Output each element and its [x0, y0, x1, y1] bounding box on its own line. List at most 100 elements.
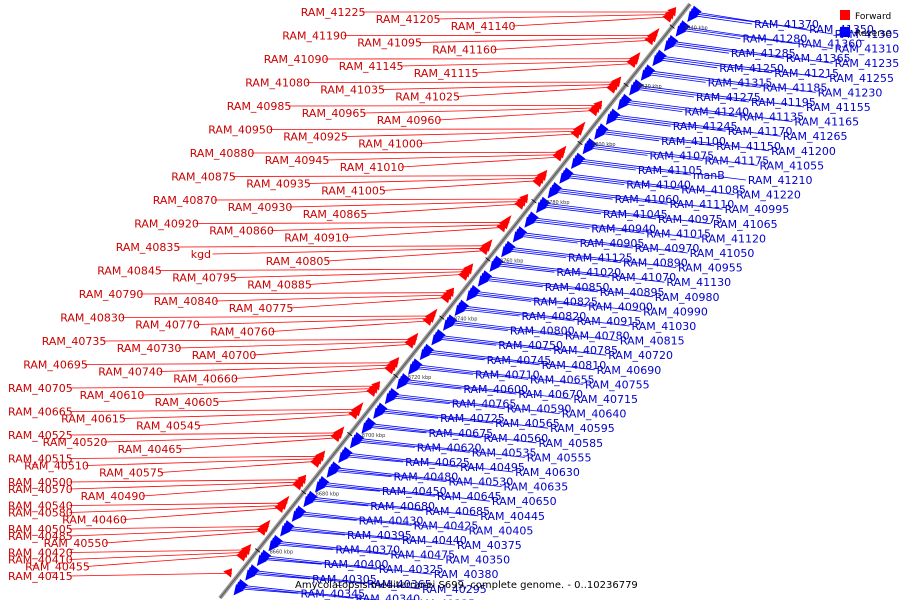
forward-gene-label: RAM_40505 [8, 523, 73, 536]
reverse-connector [504, 248, 622, 263]
forward-gene-arrow [348, 408, 359, 420]
reverse-connector [434, 336, 552, 351]
legend-reverse-label: Reverse [855, 29, 892, 39]
reverse-gene-label: RAM_41245 [673, 120, 738, 133]
reverse-gene-arrow [676, 20, 691, 36]
forward-connector [327, 250, 488, 262]
reverse-connector [447, 319, 618, 341]
reverse-connector [376, 409, 494, 424]
reverse-gene-label: RAM_41030 [632, 320, 697, 333]
reverse-connector [502, 249, 567, 258]
forward-gene-label: RAM_41025 [395, 91, 460, 104]
forward-connector [142, 484, 303, 497]
reverse-gene-label: RAM_40340 [355, 592, 420, 600]
reverse-gene-label: RAM_40750 [498, 339, 563, 352]
reverse-gene-arrow [560, 167, 574, 183]
reverse-connector [540, 202, 711, 225]
reverse-gene-label: RAM_40630 [515, 466, 580, 479]
reverse-gene-label: RAM_40940 [591, 222, 656, 235]
scale-tick-label: 8660 kbp [270, 549, 294, 555]
forward-gene-arrow [478, 245, 488, 255]
forward-connector [69, 551, 249, 560]
reverse-connector [608, 115, 726, 132]
reverse-connector [677, 29, 741, 39]
reverse-gene-label: RAM_41065 [713, 218, 778, 231]
reverse-gene-arrow [478, 270, 493, 286]
forward-gene-label: RAM_40705 [8, 382, 73, 395]
forward-gene-label: RAM_40840 [154, 295, 219, 308]
forward-gene-label: RAM_41205 [376, 13, 441, 26]
scale-tick [301, 490, 307, 495]
reverse-gene-label: RAM_40560 [483, 432, 548, 445]
forward-gene-label: RAM_40835 [116, 241, 181, 254]
forward-gene-arrow [514, 197, 526, 210]
forward-connector [179, 437, 340, 450]
forward-connector [234, 367, 395, 379]
forward-gene-label: RAM_40885 [247, 279, 312, 292]
reverse-gene-arrow [373, 402, 388, 418]
reverse-gene-label: RAM_40725 [440, 412, 505, 425]
scale-tick-label: 8840 kbp [684, 26, 708, 32]
forward-gene-label: RAM_40950 [208, 124, 273, 137]
reverse-gene-label: RAM_40690 [597, 364, 662, 377]
forward-connector [493, 39, 654, 50]
forward-connector [69, 549, 251, 553]
reverse-connector [400, 378, 572, 400]
reverse-gene-label: RAM_41050 [690, 247, 755, 260]
scale-tick [531, 199, 537, 204]
reverse-connector [283, 527, 401, 541]
reverse-connector [307, 496, 479, 517]
forward-connector [84, 362, 399, 365]
forward-gene-label: RAM_41035 [320, 84, 385, 97]
reverse-gene-arrow [292, 505, 307, 521]
forward-connector [140, 292, 454, 295]
reverse-gene-label: RAM_41170 [728, 125, 793, 138]
forward-gene-label: RAM_40605 [155, 396, 220, 409]
reverse-connector [528, 216, 700, 239]
reverse-gene-label: RAM_40375 [457, 539, 522, 552]
reverse-gene-arrow [467, 284, 481, 301]
forward-gene-label: RAM_41190 [282, 30, 347, 43]
forward-gene-label: RAM_40550 [44, 537, 109, 550]
reverse-gene-arrow [606, 108, 621, 124]
reverse-gene-label: RAM_40970 [635, 242, 700, 255]
scale-tick [439, 315, 445, 320]
reverse-connector [537, 205, 601, 215]
reverse-gene-label: RAM_40850 [545, 281, 610, 294]
reverse-gene-arrow [246, 564, 260, 580]
scale-tick [254, 548, 261, 553]
reverse-gene-label: RAM_41085 [681, 184, 746, 197]
reverse-connector [387, 395, 505, 409]
forward-gene-label: RAM_40490 [81, 490, 146, 503]
reverse-gene-label: RAM_40955 [678, 262, 743, 275]
reverse-connector [525, 220, 590, 229]
scale-tick-label: 8720 kbp [408, 375, 432, 381]
forward-gene-label: RAM_40575 [99, 467, 164, 480]
forward-connector [326, 154, 564, 161]
forward-gene-label: RAM_40525 [8, 429, 73, 442]
reverse-gene-arrow [315, 476, 330, 492]
forward-gene-label: RAM_41140 [451, 20, 516, 33]
reverse-connector [479, 279, 543, 288]
reverse-gene-arrow [583, 137, 598, 154]
reverse-gene-label: RAM_41255 [829, 72, 894, 85]
forward-gene-label: RAM_41160 [432, 44, 497, 57]
reverse-gene-arrow [525, 211, 539, 227]
forward-gene-label: RAM_40420 [8, 547, 73, 560]
forward-gene-arrow [496, 221, 507, 233]
reverse-connector [248, 571, 366, 585]
reverse-gene-label: RAM_41055 [759, 159, 824, 172]
reverse-gene-label: RAM_41275 [696, 91, 761, 104]
reverse-gene-label: RAM_41060 [615, 193, 680, 206]
reverse-connector [585, 145, 703, 161]
reverse-connector [317, 483, 435, 497]
forward-gene-label: RAM_40410 [8, 554, 73, 567]
reverse-gene-arrow [664, 34, 679, 51]
reverse-gene-label: RAM_41310 [835, 43, 900, 56]
forward-gene-label: RAM_40510 [24, 460, 89, 473]
reverse-connector [386, 396, 450, 404]
forward-gene-label: RAM_40580 [8, 507, 73, 520]
reverse-gene-label: RAM_40645 [437, 490, 502, 503]
reverse-gene-label: RAM_40675 [428, 427, 493, 440]
reverse-connector [645, 69, 816, 93]
